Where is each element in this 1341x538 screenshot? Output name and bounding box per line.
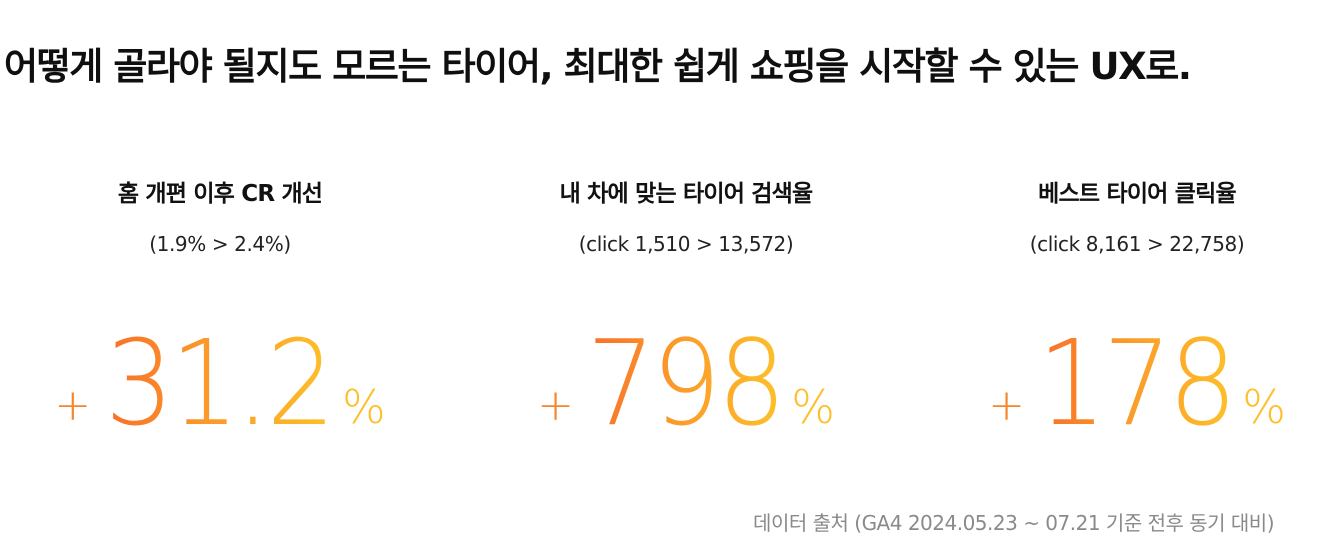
metric-value: + 178 % (927, 302, 1341, 442)
metric-value: + 798 % (476, 302, 896, 442)
metric-value: + 31.2 % (10, 302, 430, 442)
metric-best-tire-click-rate: 베스트 타이어 클릭율 (click 8,161 > 22,758) + 178… (927, 172, 1341, 462)
metrics-section: 홈 개편 이후 CR 개선 (1.9% > 2.4%) + 31.2 % 내 차… (0, 172, 1341, 462)
metric-number: 31.2 (105, 314, 336, 452)
plus-sign: + (54, 380, 92, 431)
percent-sign: % (1242, 380, 1286, 434)
percent-sign: % (341, 380, 386, 434)
metric-subtitle: (click 1,510 > 13,572) (578, 232, 794, 256)
metric-subtitle: (1.9% > 2.4%) (149, 232, 291, 256)
metric-title: 내 차에 맞는 타이어 검색율 (559, 181, 814, 207)
metric-subtitle: (click 8,161 > 22,758) (1029, 232, 1245, 256)
plus-sign: + (537, 380, 574, 431)
metric-number: 798 (586, 314, 786, 452)
data-source-note: 데이터 출처 (GA4 2024.05.23 ~ 07.21 기준 전후 동기 … (753, 511, 1274, 535)
percent-sign: % (791, 380, 835, 434)
metric-number: 178 (1037, 314, 1237, 452)
metric-cr-improvement: 홈 개편 이후 CR 개선 (1.9% > 2.4%) + 31.2 % (10, 172, 430, 462)
metric-title: 베스트 타이어 클릭율 (1038, 181, 1236, 207)
headline: 어떻게 골라야 될지도 모르는 타이어, 최대한 쉽게 쇼핑을 시작할 수 있는… (4, 44, 1192, 88)
plus-sign: + (988, 380, 1025, 431)
metric-title: 홈 개편 이후 CR 개선 (117, 181, 323, 207)
metric-tire-search-rate: 내 차에 맞는 타이어 검색율 (click 1,510 > 13,572) +… (476, 172, 896, 462)
